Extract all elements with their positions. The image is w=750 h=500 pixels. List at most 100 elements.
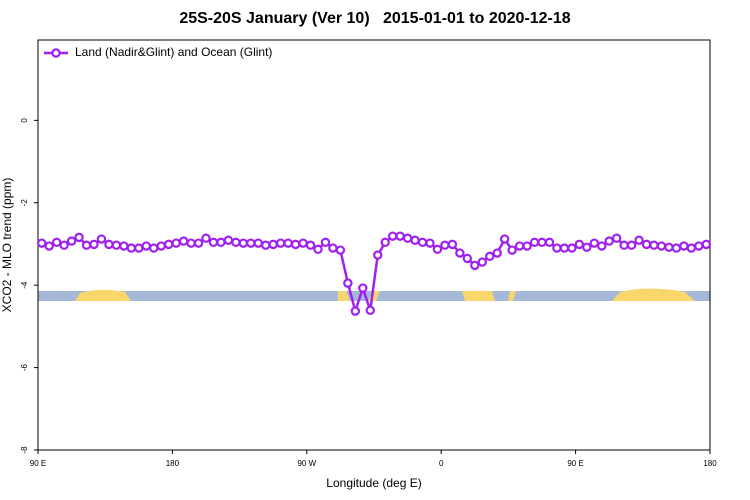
data-point [320,237,331,248]
data-point [208,237,219,248]
data-point [343,278,353,288]
land-patch [338,291,380,301]
data-point [477,257,487,267]
data-point [679,241,689,251]
data-point [193,238,204,248]
x-tick-label: 180 [703,459,717,468]
data-point [432,244,443,255]
data-point [574,239,585,250]
data-point [686,243,697,253]
data-point [134,243,144,253]
data-point [126,243,137,253]
data-point [425,238,435,248]
data-point [268,239,278,250]
land-patch [462,291,495,301]
data-point [544,237,555,248]
data-point [178,236,189,246]
data-point [163,239,174,250]
y-tick-label: 0 [20,118,29,123]
data-point [141,241,151,251]
data-point [485,251,495,262]
land-patch [508,291,516,301]
x-axis-label: Longitude (deg E) [326,476,421,490]
data-point [373,250,383,260]
data-point [119,241,129,251]
data-point [246,238,256,248]
land-patch [612,288,695,301]
data-point [298,238,308,248]
data-point [701,239,711,250]
data-point [559,243,570,253]
data-point [283,238,293,248]
data-point [328,243,338,253]
data-point [664,242,674,252]
data-point [335,245,346,255]
land-patch [75,289,131,301]
y-axis-label: XCO2 - MLO trend (ppm) [0,178,14,313]
y-tick-label: -4 [20,281,29,289]
data-point [350,306,361,316]
data-point [537,237,547,248]
chart-title: 25S-20S January (Ver 10) 2015-01-01 to 2… [179,10,570,27]
data-point [111,240,122,250]
data-point [410,235,420,245]
data-point [626,240,637,250]
y-tick-label: -6 [20,363,29,371]
data-point [59,240,69,250]
data-point [671,243,682,253]
data-point [261,240,271,250]
data-point [358,283,368,293]
data-point [395,231,405,241]
data-point [74,232,84,243]
data-point [529,237,540,248]
data-point [96,234,107,244]
data-point [522,241,532,251]
data-point [567,243,577,253]
data-point [104,239,114,250]
data-point [231,237,241,248]
legend-label: Land (Nadir&Glint) and Ocean (Glint) [75,45,272,59]
data-point [597,241,607,251]
x-tick-label: 90 W [297,459,316,468]
y-tick-label: -2 [20,199,29,207]
data-point [619,240,629,250]
data-point [417,237,428,248]
data-point [582,242,592,252]
data-point [402,233,413,243]
data-point [470,260,480,271]
data-point [171,238,181,248]
x-tick-label: 0 [439,459,444,468]
data-point [455,248,465,258]
data-point [313,244,323,255]
data-point [37,238,47,248]
data-point [447,239,458,250]
land-ocean-band [38,288,710,301]
data-point [380,237,390,248]
data-point [641,239,652,250]
data-point [589,238,599,248]
data-point [223,235,234,245]
data-point [507,245,517,255]
data-point [253,238,263,248]
data-point [611,233,622,243]
data-point [89,239,99,250]
data-point [552,243,562,253]
data-point [275,238,286,248]
data-point [66,236,77,246]
data-point [492,248,502,258]
legend-marker [51,48,61,58]
x-tick-label: 90 E [30,459,46,468]
data-point [81,240,92,250]
x-tick-label: 180 [166,459,180,468]
data-point [365,305,375,316]
data-point [604,236,614,246]
data-point [216,237,226,248]
data-point [44,241,54,251]
data-point [149,243,159,253]
data-point [656,241,667,251]
data-point [290,239,301,250]
data-point [649,240,659,250]
data-point [387,231,398,241]
